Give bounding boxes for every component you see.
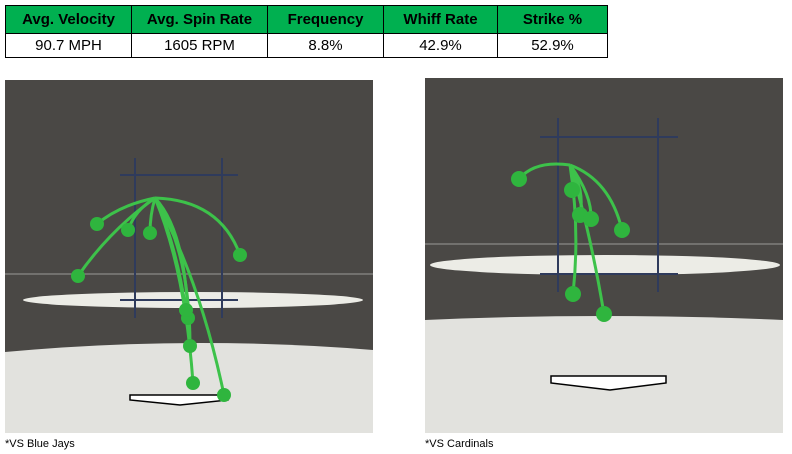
header-row: Avg. Velocity Avg. Spin Rate Frequency W… [5,5,608,34]
header-cell: Avg. Velocity [5,5,132,34]
panel-blue-jays: *VS Blue Jays [5,80,373,450]
header-cell: Whiff Rate [383,5,498,34]
cell: 52.9% [497,33,608,58]
cell: 8.8% [267,33,384,58]
caption: *VS Blue Jays [5,438,75,450]
stats-table: Avg. Velocity Avg. Spin Rate Frequency W… [5,5,608,58]
header-cell: Strike % [497,5,608,34]
data-row: 90.7 MPH 1605 RPM 8.8% 42.9% 52.9% [5,33,608,58]
cell: 42.9% [383,33,498,58]
cell: 90.7 MPH [5,33,132,58]
cell: 1605 RPM [131,33,268,58]
panel-cardinals: *VS Cardinals [425,78,783,450]
caption: *VS Cardinals [425,438,494,450]
